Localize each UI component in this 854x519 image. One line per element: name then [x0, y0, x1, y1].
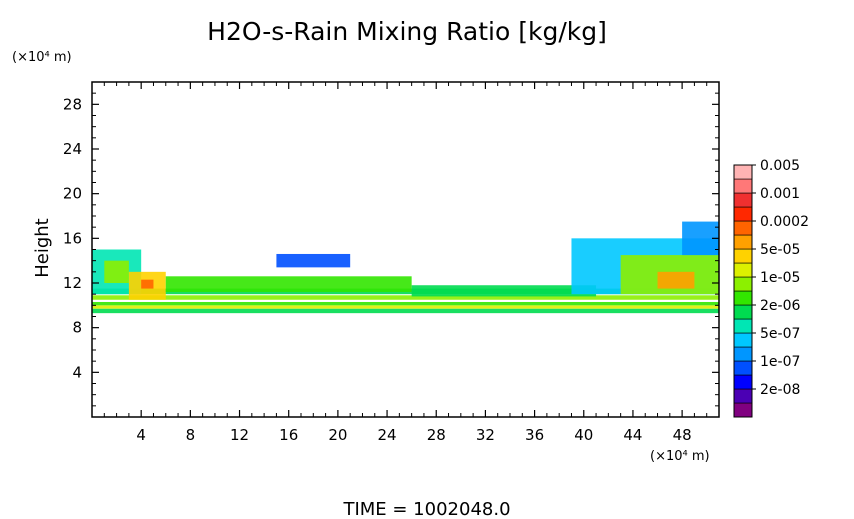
x-tick-label: 48 [673, 426, 692, 444]
rain-region-0 [92, 308, 719, 314]
colorbar-swatch [733, 402, 753, 418]
x-tick-label: 8 [186, 426, 196, 444]
y-tick-label: 12 [63, 274, 82, 292]
colorbar-label: 0.0002 [760, 214, 809, 230]
rain-region-11 [411, 285, 597, 297]
rain-region-2 [92, 301, 719, 306]
colorbar-label: 1e-05 [760, 270, 800, 286]
colorbar-swatch [733, 234, 753, 250]
plot-area [92, 221, 719, 314]
y-tick-label: 4 [72, 363, 82, 381]
colorbar-label: 5e-07 [760, 326, 800, 342]
colorbar-swatch [733, 164, 753, 180]
x-tick-label: 28 [427, 426, 446, 444]
rain-region-14 [657, 271, 695, 289]
colorbar-label: 0.005 [760, 158, 800, 174]
colorbar: 0.005 0.001 0.0002 5e-05 1e-05 2e-06 5e-07 1e-0… [733, 158, 809, 418]
x-tick-label: 20 [328, 426, 347, 444]
colorbar-label: 1e-07 [760, 354, 800, 370]
colorbar-swatch [733, 248, 753, 264]
y-axis-label: Height [32, 218, 53, 278]
y-tick-label: 16 [63, 229, 82, 247]
colorbar-swatch [733, 332, 753, 348]
colorbar-swatch [733, 346, 753, 362]
colorbar-swatch [733, 290, 753, 306]
rain-region-9 [276, 253, 351, 268]
x-tick-label: 32 [476, 426, 495, 444]
rain-region-8 [141, 279, 154, 289]
rain-region-6 [104, 260, 129, 283]
colorbar-swatch [733, 360, 753, 376]
chart-title: H2O-s-Rain Mixing Ratio [kg/kg] [207, 17, 607, 46]
colorbar-swatch [733, 178, 753, 194]
time-footer: TIME = 1002048.0 [342, 499, 510, 519]
colorbar-label: 0.001 [760, 186, 800, 202]
colorbar-swatch [733, 374, 753, 390]
colorbar-label: 2e-08 [760, 382, 800, 398]
rain-region-10 [165, 276, 412, 292]
x-axis-unit: (×10⁴ m) [650, 449, 710, 464]
colorbar-swatch [733, 206, 753, 222]
y-tick-label: 24 [63, 140, 82, 158]
colorbar-swatch [733, 192, 753, 208]
y-axis-unit: (×10⁴ m) [12, 50, 72, 65]
x-tick-label: 24 [378, 426, 397, 444]
colorbar-frame [733, 164, 753, 418]
x-tick-label: 36 [525, 426, 544, 444]
y-tick-label: 20 [63, 185, 82, 203]
y-tick-label: 28 [63, 95, 82, 113]
x-tick-label: 44 [623, 426, 642, 444]
x-tick-label: 4 [136, 426, 146, 444]
colorbar-swatch [733, 304, 753, 320]
colorbar-swatch [733, 318, 753, 334]
x-tick-label: 40 [574, 426, 593, 444]
x-tick-label: 12 [230, 426, 249, 444]
colorbar-swatch [733, 276, 753, 292]
y-tick-label: 8 [72, 319, 82, 337]
rain-region-1 [92, 305, 719, 309]
colorbar-swatch [733, 220, 753, 236]
colorbar-label: 5e-05 [760, 242, 800, 258]
colorbar-swatch [733, 262, 753, 278]
colorbar-swatch [733, 388, 753, 404]
rain-region-3 [92, 295, 719, 300]
colorbar-label: 2e-06 [760, 298, 800, 314]
x-tick-label: 16 [279, 426, 298, 444]
